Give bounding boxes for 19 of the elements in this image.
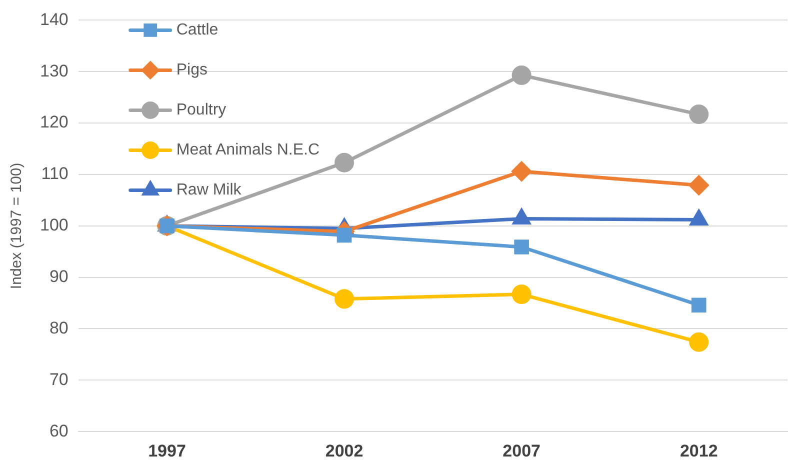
y-tick-label: 80 [49, 318, 68, 338]
y-tick-label: 110 [41, 164, 68, 184]
y-axis-title: Index (1997 = 100) [8, 162, 26, 290]
legend-label: Raw Milk [176, 182, 242, 199]
x-tick-label: 2012 [680, 441, 718, 460]
x-tick-label: 2002 [325, 441, 364, 460]
legend-label: Meat Animals N.E.C [176, 142, 320, 159]
x-tick-label: 1997 [148, 441, 186, 460]
y-tick-label: 90 [49, 267, 68, 286]
y-tick-label: 70 [49, 370, 68, 389]
legend-label: Pigs [176, 62, 208, 79]
y-tick-label: 100 [40, 216, 68, 235]
x-tick-label: 2007 [502, 441, 540, 460]
y-tick-label: 60 [49, 421, 68, 440]
y-tick-label: 140 [40, 10, 68, 29]
y-tick-label: 130 [40, 61, 68, 80]
legend-label: Poultry [176, 102, 226, 119]
legend-label: Cattle [176, 22, 218, 39]
y-tick-label: 120 [40, 112, 68, 132]
